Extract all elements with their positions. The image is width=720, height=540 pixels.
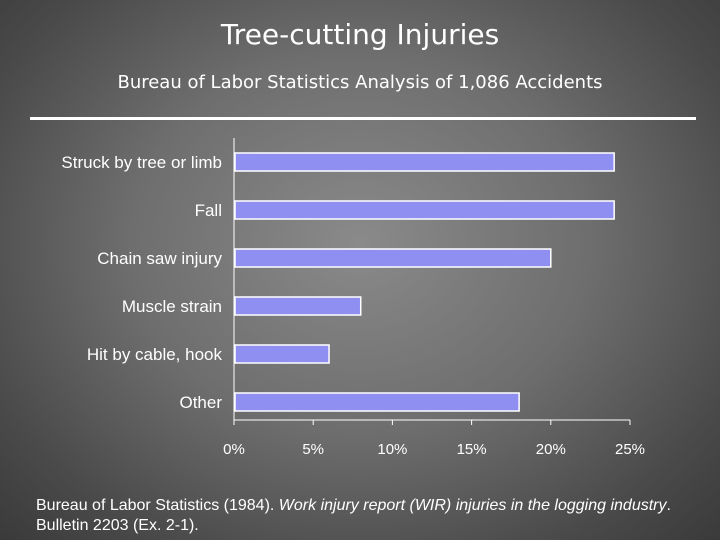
x-tick-label-1: 5% xyxy=(302,441,324,458)
bar-0 xyxy=(234,152,615,172)
x-tick-label-2: 10% xyxy=(377,441,407,458)
footnote-text-2: . Bulletin 2203 (Ex. 2-1). xyxy=(36,497,671,534)
bar-5 xyxy=(234,392,520,412)
chart-subtitle: Bureau of Labor Statistics Analysis of 1… xyxy=(117,72,603,93)
x-tick-label-3: 15% xyxy=(457,441,487,458)
x-tick-label-5: 25% xyxy=(615,441,645,458)
category-label-0: Struck by tree or limb xyxy=(61,153,222,172)
category-label-2: Chain saw injury xyxy=(97,249,222,268)
bar-chart: Struck by tree or limb Fall Chain saw inju… xyxy=(61,152,645,458)
bar-4 xyxy=(234,344,330,364)
category-label-3: Muscle strain xyxy=(122,297,222,316)
footnote-text-1: Bureau of Labor Statistics (1984). xyxy=(36,497,279,514)
x-tick-label-4: 20% xyxy=(536,441,566,458)
category-label-4: Hit by cable, hook xyxy=(87,345,223,364)
footnote-report-title: Work injury report (WIR) injuries in the… xyxy=(278,497,667,514)
category-label-5: Other xyxy=(179,393,222,412)
title-divider xyxy=(30,117,696,120)
bar-3 xyxy=(234,296,362,316)
bar-1 xyxy=(234,200,615,220)
bar-2 xyxy=(234,248,552,268)
source-footnote: Bureau of Labor Statistics (1984). Work … xyxy=(36,496,696,536)
category-label-1: Fall xyxy=(195,201,222,220)
chart-title: Tree-cutting Injuries xyxy=(220,18,500,51)
x-tick-label-0: 0% xyxy=(223,441,245,458)
